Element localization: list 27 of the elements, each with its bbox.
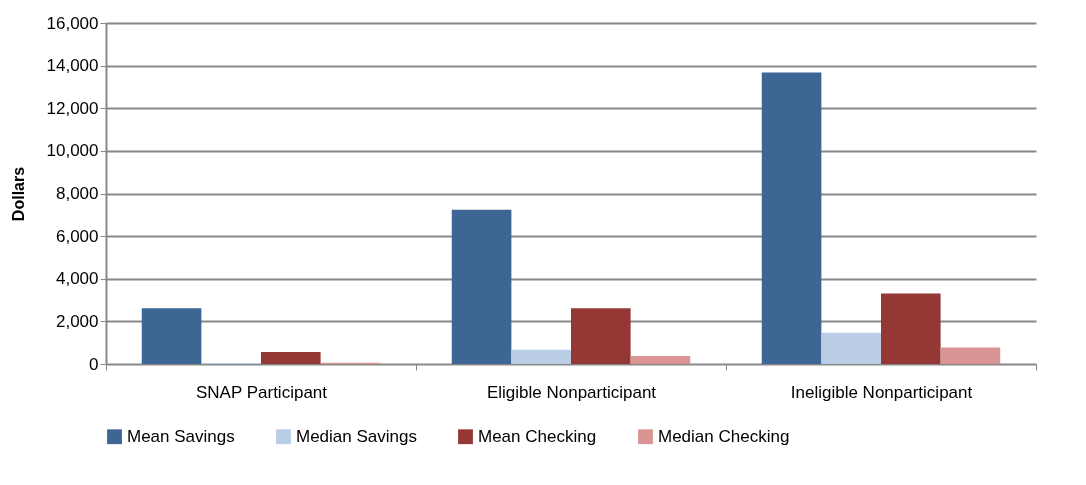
y-tick-label: 6,000 bbox=[55, 226, 99, 246]
bar bbox=[571, 308, 631, 364]
bar bbox=[821, 332, 881, 364]
x-tick-label: Ineligible Nonparticipant bbox=[790, 382, 973, 402]
bar bbox=[881, 293, 941, 364]
y-tick-label: 0 bbox=[89, 354, 99, 374]
y-tick-label: 4,000 bbox=[55, 269, 99, 289]
bar bbox=[511, 349, 571, 364]
y-tick-label: 8,000 bbox=[55, 184, 99, 203]
legend-label: Mean Checking bbox=[478, 426, 597, 446]
bar bbox=[141, 308, 202, 364]
legend-label: Mean Savings bbox=[127, 426, 235, 446]
y-tick-label: 14,000 bbox=[46, 56, 99, 76]
bar bbox=[630, 355, 691, 364]
bar bbox=[261, 352, 321, 364]
bar bbox=[451, 209, 512, 364]
x-tick-label: SNAP Participant bbox=[195, 382, 328, 402]
y-tick-label: 16,000 bbox=[46, 13, 99, 33]
y-tick-label: 10,000 bbox=[46, 141, 99, 161]
bar bbox=[940, 347, 1001, 364]
y-tick-label: 12,000 bbox=[46, 98, 99, 118]
x-tick-label: Eligible Nonparticipant bbox=[486, 382, 657, 402]
y-axis-title: Dollars bbox=[9, 166, 27, 222]
y-tick-label: 2,000 bbox=[55, 311, 99, 331]
bar bbox=[761, 72, 822, 364]
legend-label: Median Savings bbox=[296, 426, 417, 446]
legend-label: Median Checking bbox=[658, 426, 790, 446]
